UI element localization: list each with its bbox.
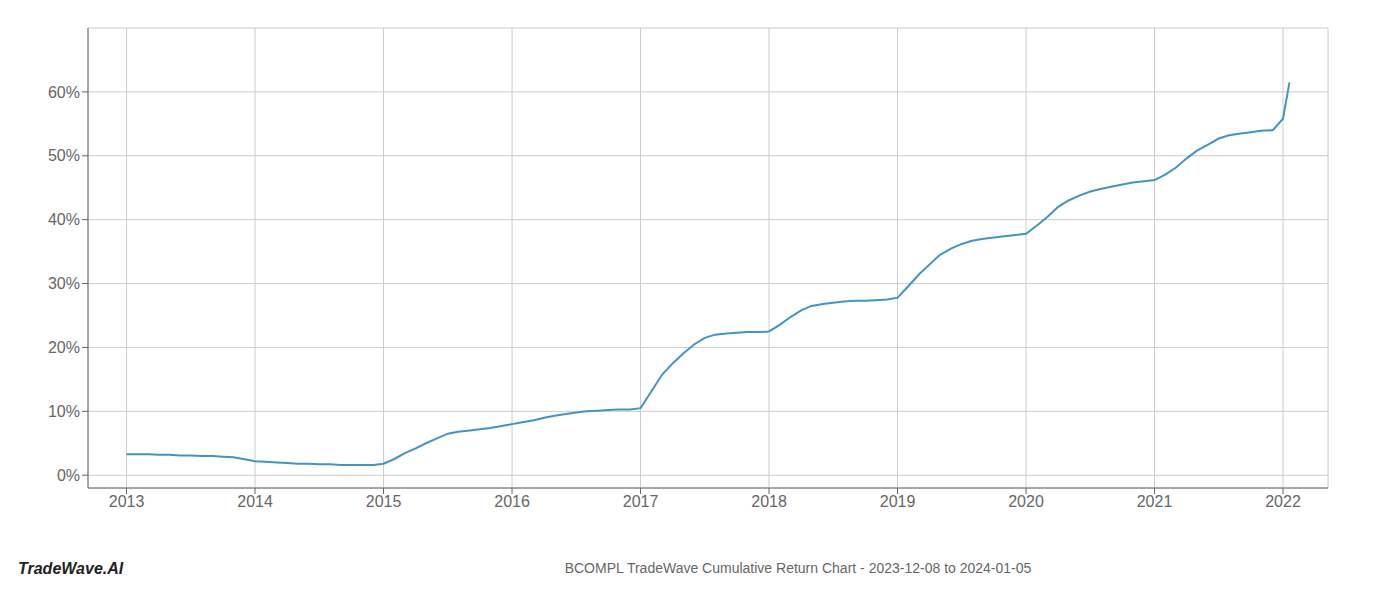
svg-text:2017: 2017 [623, 493, 659, 510]
html-text:BCOMPL TradeWave Cumulative Re: BCOMPL TradeWave Cumulative Return Chart… [564, 560, 1032, 576]
svg-text:2016: 2016 [494, 493, 530, 510]
svg-text:2020: 2020 [1008, 493, 1044, 510]
svg-text:40%: 40% [48, 211, 80, 228]
svg-text:2021: 2021 [1137, 493, 1173, 510]
svg-text:20%: 20% [48, 339, 80, 356]
html-text:TradeWave.AI: TradeWave.AI [18, 560, 124, 577]
svg-text:2018: 2018 [751, 493, 787, 510]
svg-text:30%: 30% [48, 275, 80, 292]
svg-text:2015: 2015 [366, 493, 402, 510]
svg-text:10%: 10% [48, 403, 80, 420]
svg-text:2019: 2019 [880, 493, 916, 510]
svg-text:0%: 0% [57, 467, 80, 484]
svg-text:50%: 50% [48, 147, 80, 164]
svg-text:2014: 2014 [237, 493, 273, 510]
svg-text:2013: 2013 [109, 493, 145, 510]
svg-text:60%: 60% [48, 84, 80, 101]
svg-text:2022: 2022 [1265, 493, 1301, 510]
